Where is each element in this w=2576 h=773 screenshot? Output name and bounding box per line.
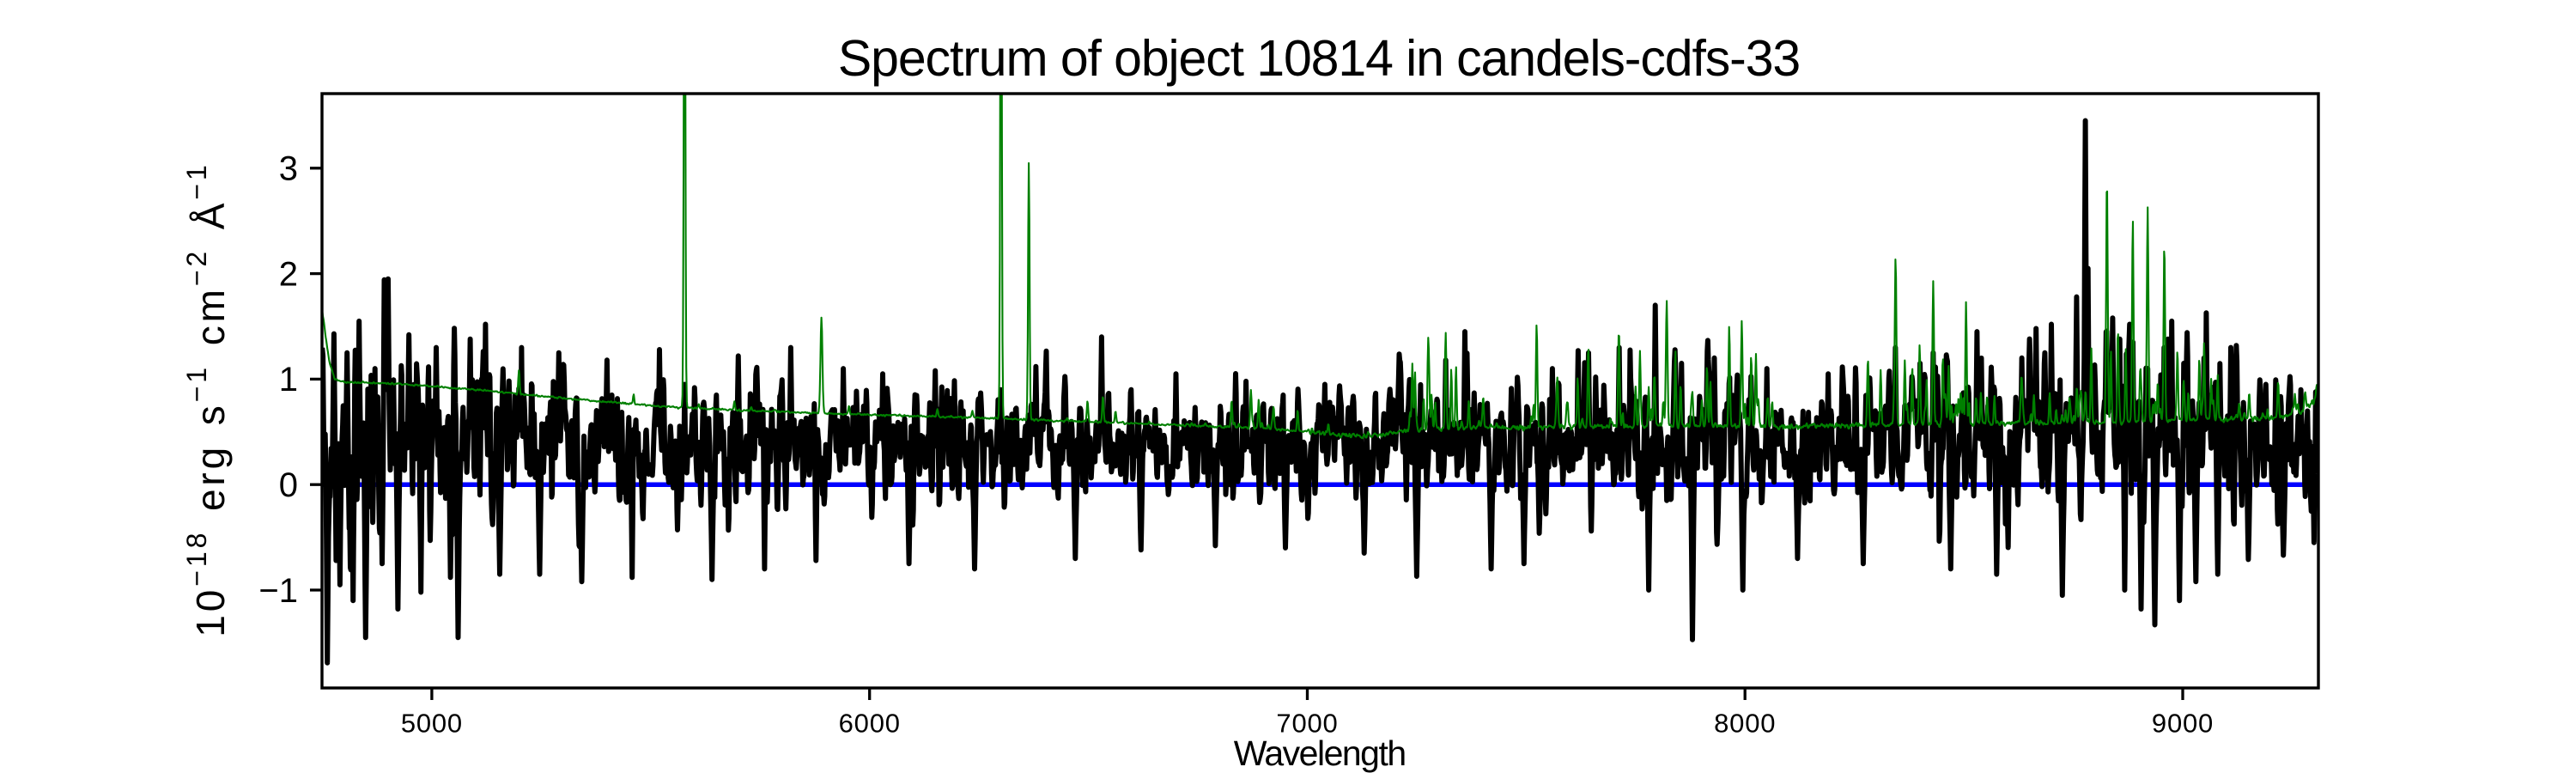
svg-text:−1: −1 — [258, 572, 298, 610]
svg-text:3: 3 — [279, 150, 298, 188]
svg-text:6000: 6000 — [839, 708, 901, 738]
svg-text:0: 0 — [279, 466, 298, 504]
svg-text:9000: 9000 — [2152, 708, 2214, 738]
svg-text:2: 2 — [279, 255, 298, 293]
svg-text:Wavelength: Wavelength — [1234, 733, 1406, 773]
svg-text:7000: 7000 — [1276, 708, 1338, 738]
svg-text:8000: 8000 — [1714, 708, 1776, 738]
svg-text:5000: 5000 — [401, 708, 463, 738]
svg-text:Spectrum of object 10814 in ca: Spectrum of object 10814 in candels-cdfs… — [838, 30, 1800, 87]
svg-text:1: 1 — [279, 361, 298, 399]
